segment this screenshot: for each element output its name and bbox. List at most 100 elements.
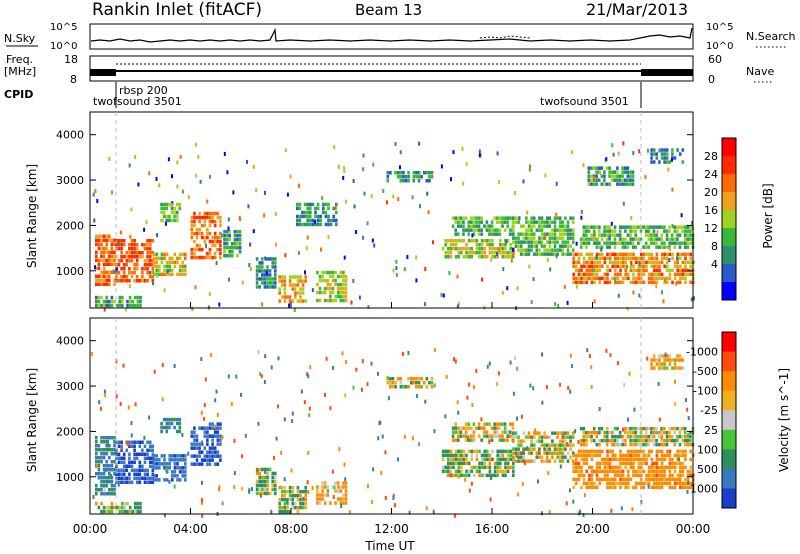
data-cell <box>498 216 502 220</box>
data-cell <box>107 439 109 444</box>
data-cell <box>506 224 509 228</box>
data-cell <box>495 382 498 386</box>
data-cell <box>233 438 236 443</box>
data-cell <box>587 182 591 186</box>
data-cell <box>155 474 158 478</box>
data-cell <box>133 472 136 476</box>
data-cell <box>590 457 594 462</box>
data-cell <box>110 474 113 478</box>
data-cell <box>105 295 108 300</box>
data-cell <box>580 449 583 454</box>
data-cell <box>496 465 499 470</box>
data-cell <box>152 256 156 261</box>
data-cell <box>397 197 400 202</box>
data-cell <box>624 438 627 443</box>
data-cell <box>227 374 230 379</box>
data-cell <box>569 447 572 451</box>
data-cell <box>329 290 332 295</box>
data-cell <box>316 497 319 501</box>
data-cell <box>588 256 591 261</box>
data-cell <box>655 156 659 160</box>
data-cell <box>627 417 629 422</box>
data-cell <box>483 461 486 466</box>
data-cell <box>660 427 663 431</box>
data-cell <box>512 248 515 252</box>
data-cell <box>111 190 113 195</box>
data-cell <box>136 299 140 304</box>
data-cell <box>566 459 570 463</box>
noise-panel-frame <box>89 23 694 50</box>
data-cell <box>642 461 646 466</box>
data-cell <box>582 260 586 265</box>
data-cell <box>478 251 481 255</box>
data-cell <box>674 401 677 406</box>
data-cell <box>569 252 572 256</box>
data-cell <box>595 225 599 229</box>
data-cell <box>128 303 132 308</box>
data-cell <box>671 252 674 257</box>
data-cell <box>538 449 541 454</box>
data-cell <box>614 277 617 282</box>
data-cell <box>501 216 504 220</box>
data-cell <box>504 255 507 259</box>
data-cell <box>171 174 173 179</box>
data-cell <box>134 295 137 300</box>
data-cell <box>329 274 332 279</box>
data-cell <box>623 182 627 186</box>
data-cell <box>117 271 121 275</box>
data-cell <box>655 457 659 462</box>
data-cell <box>255 257 259 261</box>
data-cell <box>306 372 309 376</box>
data-cell <box>449 255 453 259</box>
data-cell <box>148 476 152 480</box>
data-cell <box>261 257 264 261</box>
data-cell <box>660 245 664 249</box>
data-cell <box>275 436 278 441</box>
data-cell <box>135 275 139 279</box>
data-cell <box>454 422 457 426</box>
data-cell <box>278 509 281 514</box>
data-cell <box>486 449 489 454</box>
data-cell <box>658 358 661 362</box>
data-cell <box>100 509 103 514</box>
data-cell <box>97 505 101 510</box>
data-cell <box>627 252 630 257</box>
data-cell <box>339 286 343 291</box>
data-cell <box>335 210 338 215</box>
data-cell <box>138 480 142 484</box>
data-cell <box>95 278 98 282</box>
data-cell <box>540 455 544 459</box>
data-cell <box>605 434 609 439</box>
data-cell <box>686 245 690 249</box>
data-cell <box>588 453 591 458</box>
data-cell <box>580 264 583 269</box>
data-cell <box>457 251 460 255</box>
data-cell <box>490 438 494 442</box>
data-cell <box>110 464 114 468</box>
data-cell <box>331 286 335 291</box>
data-cell <box>522 439 526 443</box>
data-cell <box>477 228 481 232</box>
data-cell <box>582 477 586 482</box>
data-cell <box>470 438 473 442</box>
data-cell <box>417 385 421 389</box>
data-cell <box>618 434 622 439</box>
data-cell <box>219 458 222 462</box>
data-cell <box>517 459 520 463</box>
data-cell <box>679 453 682 458</box>
data-cell <box>681 465 685 470</box>
data-cell <box>190 227 194 232</box>
data-cell <box>291 485 294 490</box>
data-cell <box>622 201 625 206</box>
data-cell <box>151 448 155 452</box>
data-cell <box>110 448 114 452</box>
data-cell <box>230 401 233 406</box>
data-cell <box>590 469 594 474</box>
data-cell <box>634 268 638 273</box>
data-cell <box>538 220 541 224</box>
data-cell <box>108 282 111 286</box>
data-cell <box>541 352 544 357</box>
data-cell <box>624 245 627 249</box>
data-cell <box>465 453 468 458</box>
data-cell <box>133 452 136 456</box>
